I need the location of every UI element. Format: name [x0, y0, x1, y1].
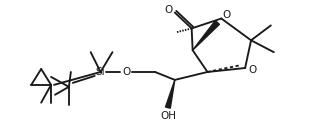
Polygon shape — [193, 21, 220, 50]
Text: O: O — [122, 67, 130, 77]
Polygon shape — [165, 80, 175, 108]
Text: Si: Si — [96, 67, 106, 77]
Text: O: O — [248, 65, 256, 75]
Text: O: O — [222, 10, 231, 20]
Text: O: O — [165, 5, 173, 15]
Text: OH: OH — [160, 111, 176, 121]
